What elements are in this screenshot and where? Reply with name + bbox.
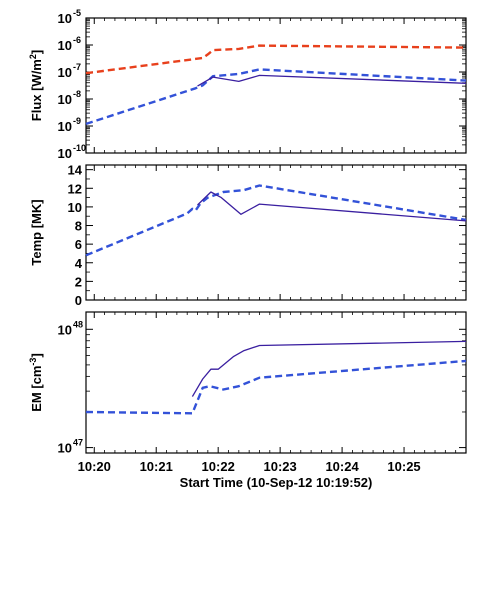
y-axis-label: EM [cm-3] xyxy=(28,353,44,412)
y-tick-label: 4 xyxy=(75,256,83,271)
y-tick-label: 10 xyxy=(58,92,72,107)
panel-frame-1 xyxy=(85,164,467,301)
y-tick-label: 0 xyxy=(75,293,82,308)
panel-frame-0 xyxy=(85,17,467,154)
series-line-0-1 xyxy=(85,68,467,126)
x-tick-label: 10:23 xyxy=(264,459,297,474)
y-tick-label: 12 xyxy=(68,181,82,196)
x-tick-label: 10:20 xyxy=(78,459,111,474)
y-tick-label: 14 xyxy=(68,163,83,178)
y-tick-label: 10 xyxy=(58,38,72,53)
y-tick-label: 10 xyxy=(58,65,72,80)
y-tick-exponent: -5 xyxy=(73,8,81,18)
y-tick-label: 10 xyxy=(58,11,72,26)
series-line-0-0 xyxy=(85,44,467,75)
y-tick-label: 10 xyxy=(58,441,72,456)
y-tick-label: 8 xyxy=(75,219,82,234)
y-tick-label: 6 xyxy=(75,237,82,252)
y-tick-label: 10 xyxy=(58,322,72,337)
y-axis-label: Flux [W/m2] xyxy=(28,50,44,121)
series-line-2-0 xyxy=(85,359,467,415)
y-tick-label: 2 xyxy=(75,274,82,289)
series-line-0-2 xyxy=(197,74,467,87)
x-tick-label: 10:22 xyxy=(202,459,235,474)
panel-frame-2 xyxy=(85,311,467,454)
y-tick-exponent: -7 xyxy=(73,62,81,72)
x-tick-label: 10:24 xyxy=(325,459,359,474)
x-axis-label: Start Time (10-Sep-12 10:19:52) xyxy=(180,475,373,490)
y-tick-label: 10 xyxy=(58,146,72,161)
series-line-1-0 xyxy=(85,184,467,257)
y-tick-exponent: -9 xyxy=(73,116,81,126)
y-tick-exponent: 47 xyxy=(73,438,83,448)
y-tick-label: 10 xyxy=(58,119,72,134)
y-tick-exponent: -8 xyxy=(73,89,81,99)
y-tick-exponent: 48 xyxy=(73,319,83,329)
series-line-2-1 xyxy=(191,340,467,397)
y-tick-label: 10 xyxy=(68,200,82,215)
x-tick-label: 10:25 xyxy=(387,459,420,474)
x-tick-label: 10:21 xyxy=(140,459,173,474)
y-tick-exponent: -6 xyxy=(73,35,81,45)
y-axis-label: Temp [MK] xyxy=(29,199,44,265)
y-tick-exponent: -10 xyxy=(73,143,86,153)
series-line-1-1 xyxy=(197,191,467,222)
